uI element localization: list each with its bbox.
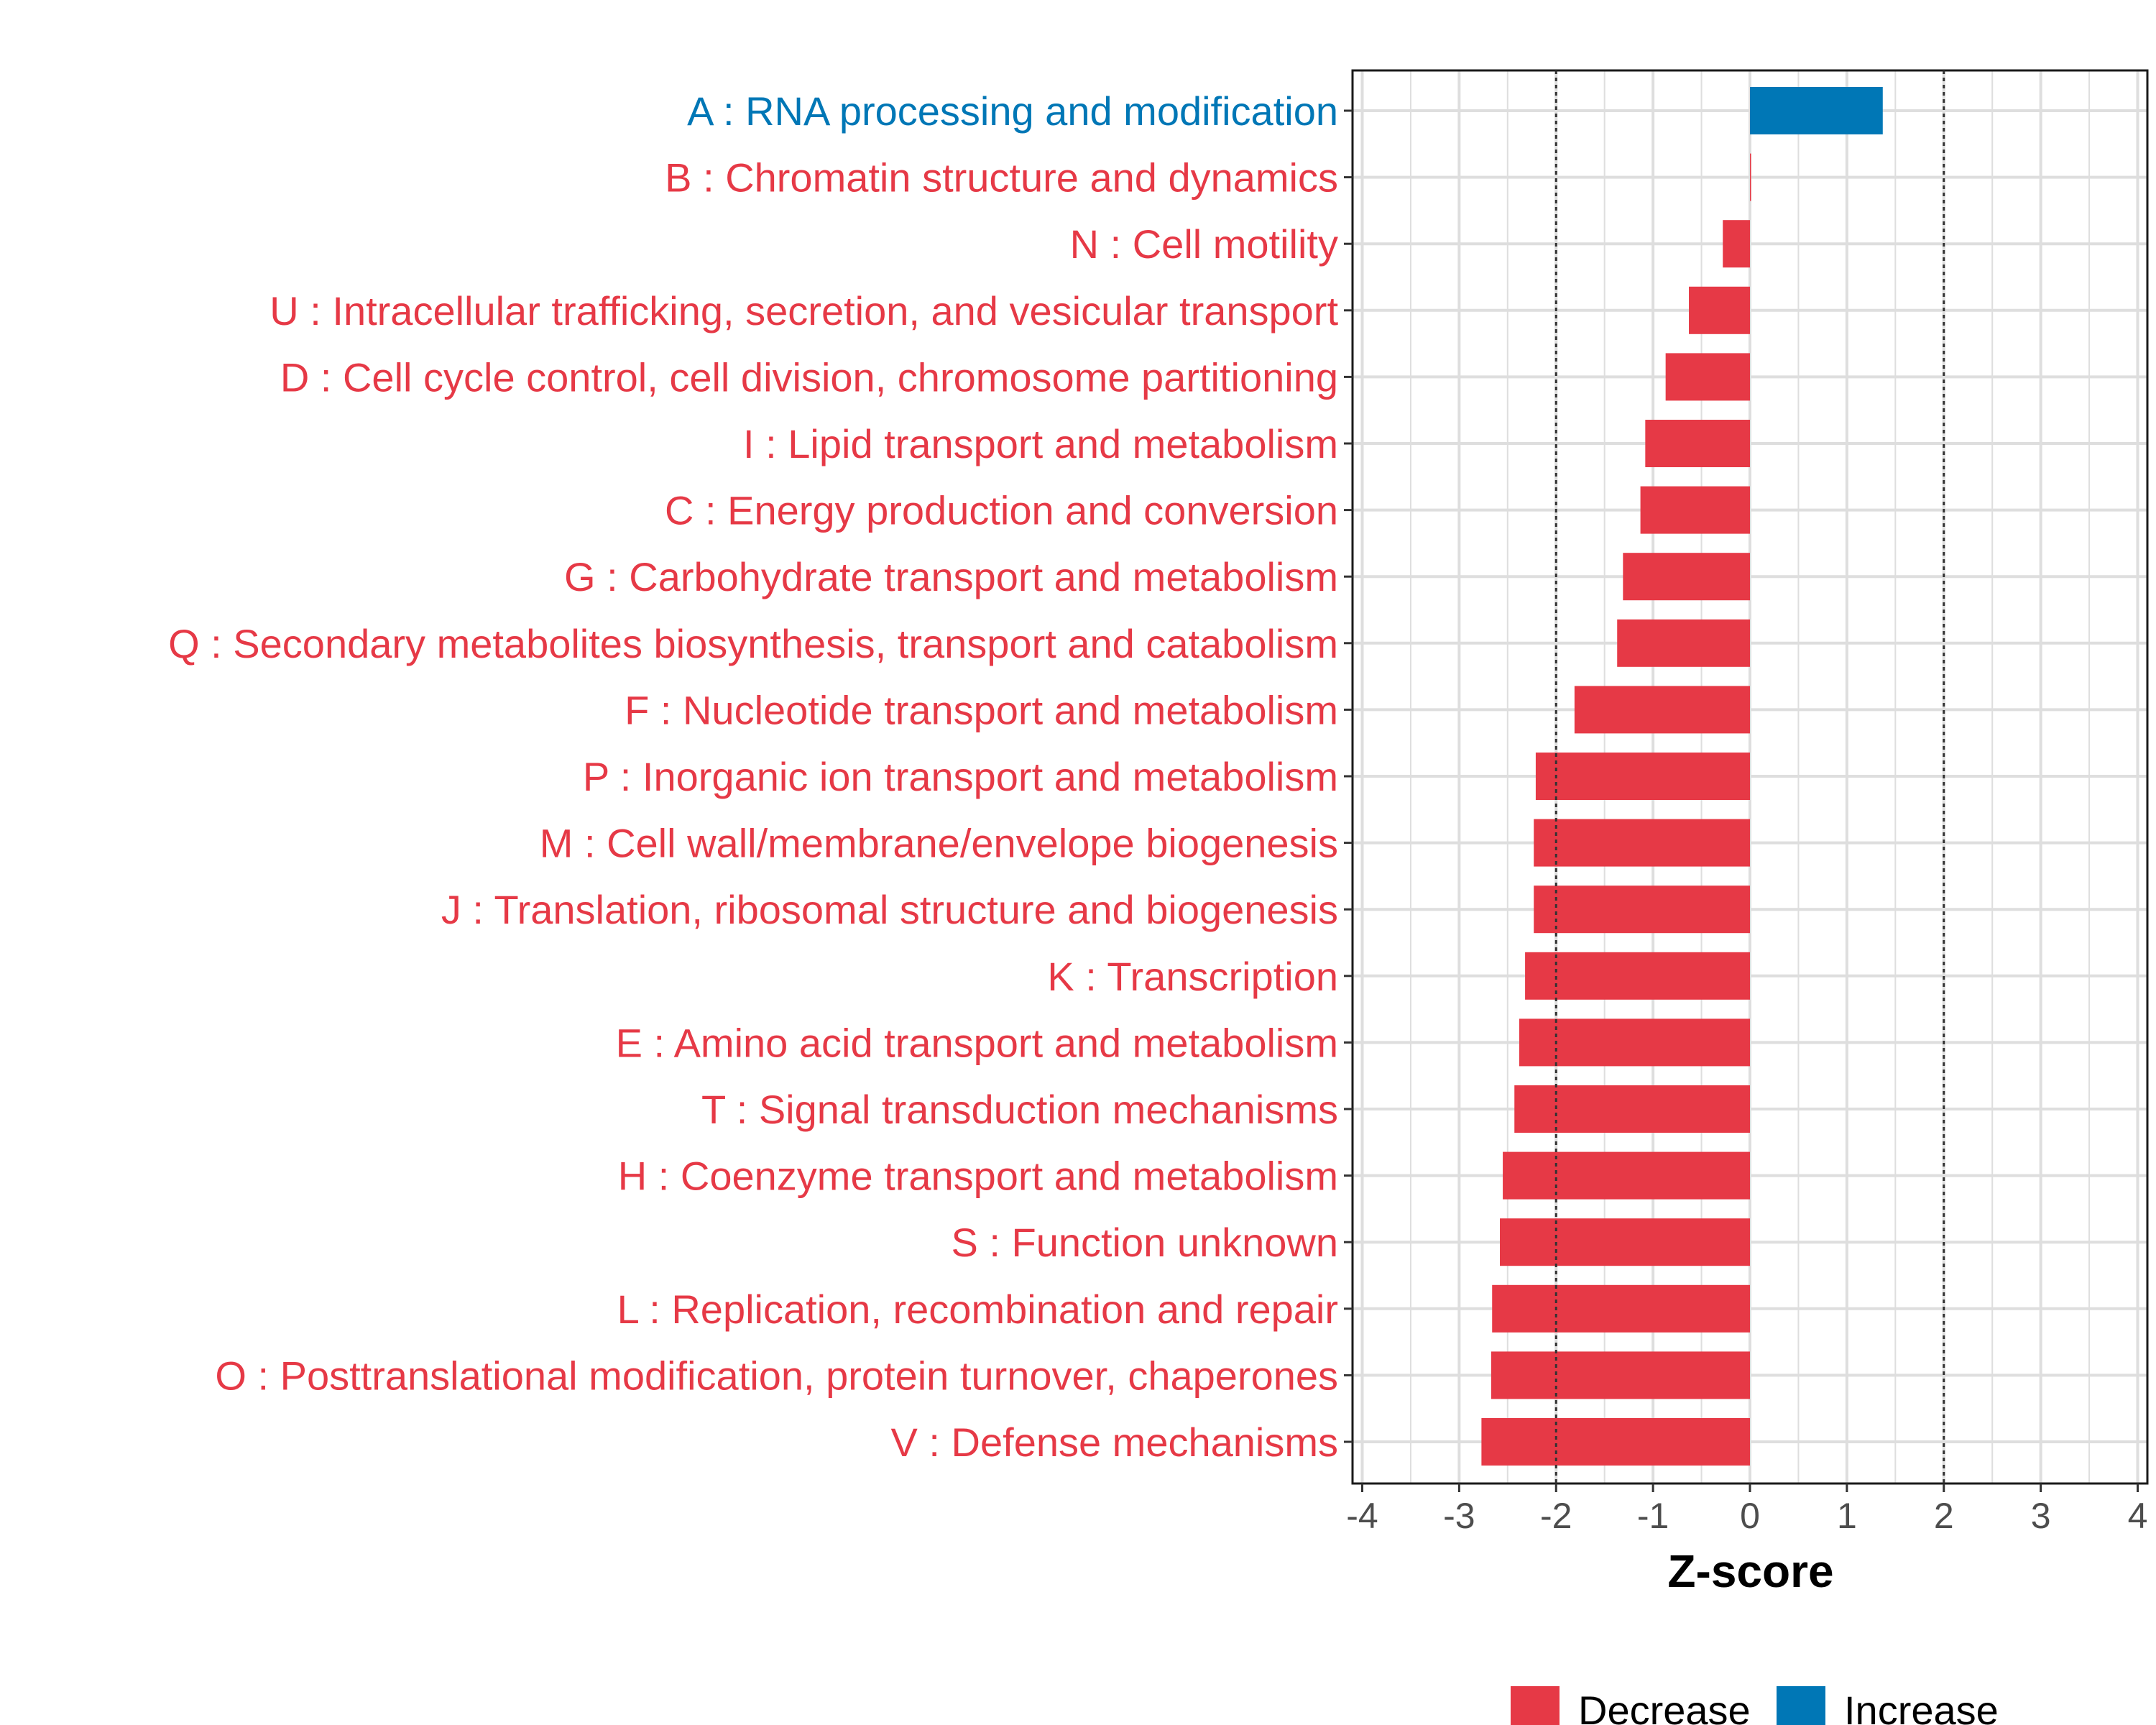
category-label: S : Function unknown [951,1220,1338,1265]
bar-c [1640,486,1750,534]
bars [1481,87,1883,1466]
category-label: L : Replication, recombination and repai… [617,1287,1338,1332]
bar-a [1750,87,1883,134]
bar-l [1492,1284,1750,1333]
x-axis-ticks: -4 -3 -2 -1 0 1 2 3 4 [1346,1484,2147,1536]
category-label: B : Chromatin structure and dynamics [665,155,1338,201]
legend-label-decrease: Decrease [1578,1688,1751,1725]
legend-swatch-decrease [1511,1686,1560,1725]
category-label: N : Cell motility [1070,221,1338,267]
bar-d [1665,353,1750,401]
category-label: P : Inorganic ion transport and metaboli… [583,754,1338,799]
category-label: E : Amino acid transport and metabolism [616,1020,1338,1065]
bar-v [1481,1418,1750,1466]
legend-swatch-increase [1777,1686,1825,1725]
legend: Decrease Increase [1511,1686,1999,1725]
bar-s [1500,1218,1750,1266]
bar-f [1574,686,1750,734]
x-tick-label: -4 [1346,1496,1378,1536]
category-label: G : Carbohydrate transport and metabolis… [564,554,1338,599]
bar-u [1689,286,1750,334]
bar-n [1723,220,1750,268]
x-tick-label: 3 [2031,1496,2051,1536]
bar-p [1535,753,1750,800]
category-label: I : Lipid transport and metabolism [743,421,1338,466]
bar-t [1514,1085,1750,1133]
category-label: U : Intracellular trafficking, secretion… [270,288,1338,334]
category-label: Q : Secondary metabolites biosynthesis, … [168,621,1338,666]
category-label: T : Signal transduction mechanisms [701,1087,1338,1132]
category-label: O : Posttranslational modification, prot… [215,1353,1338,1398]
x-axis-title: Z-score [1667,1545,1833,1597]
bar-k [1525,952,1750,1000]
y-axis-ticks: A : RNA processing and modification B : C… [168,88,1353,1465]
bar-g [1623,553,1750,601]
category-label: H : Coenzyme transport and metabolism [618,1154,1338,1199]
x-tick-label: 1 [1837,1496,1857,1536]
bar-o [1491,1351,1750,1399]
x-tick-label: -1 [1637,1496,1669,1536]
x-tick-label: -2 [1540,1496,1572,1536]
x-tick-label: -3 [1443,1496,1475,1536]
x-tick-label: 4 [2128,1496,2148,1536]
category-label: M : Cell wall/membrane/envelope biogenes… [540,821,1338,866]
category-label: K : Transcription [1047,954,1338,999]
bar-i [1645,420,1750,467]
category-label: C : Energy production and conversion [665,488,1338,533]
bar-m [1534,819,1750,867]
category-label: A : RNA processing and modification [687,88,1338,134]
category-label: F : Nucleotide transport and metabolism [625,687,1338,732]
x-tick-label: 0 [1740,1496,1760,1536]
bar-q [1617,619,1750,667]
category-label: J : Translation, ribosomal structure and… [441,887,1338,932]
legend-label-increase: Increase [1844,1688,1999,1725]
category-label: V : Defense mechanisms [891,1420,1338,1465]
category-label: D : Cell cycle control, cell division, c… [280,354,1338,400]
bar-j [1534,886,1750,934]
bar-e [1519,1018,1750,1067]
bar-b [1750,153,1751,201]
bar-h [1503,1151,1750,1200]
x-tick-label: 2 [1934,1496,1954,1536]
